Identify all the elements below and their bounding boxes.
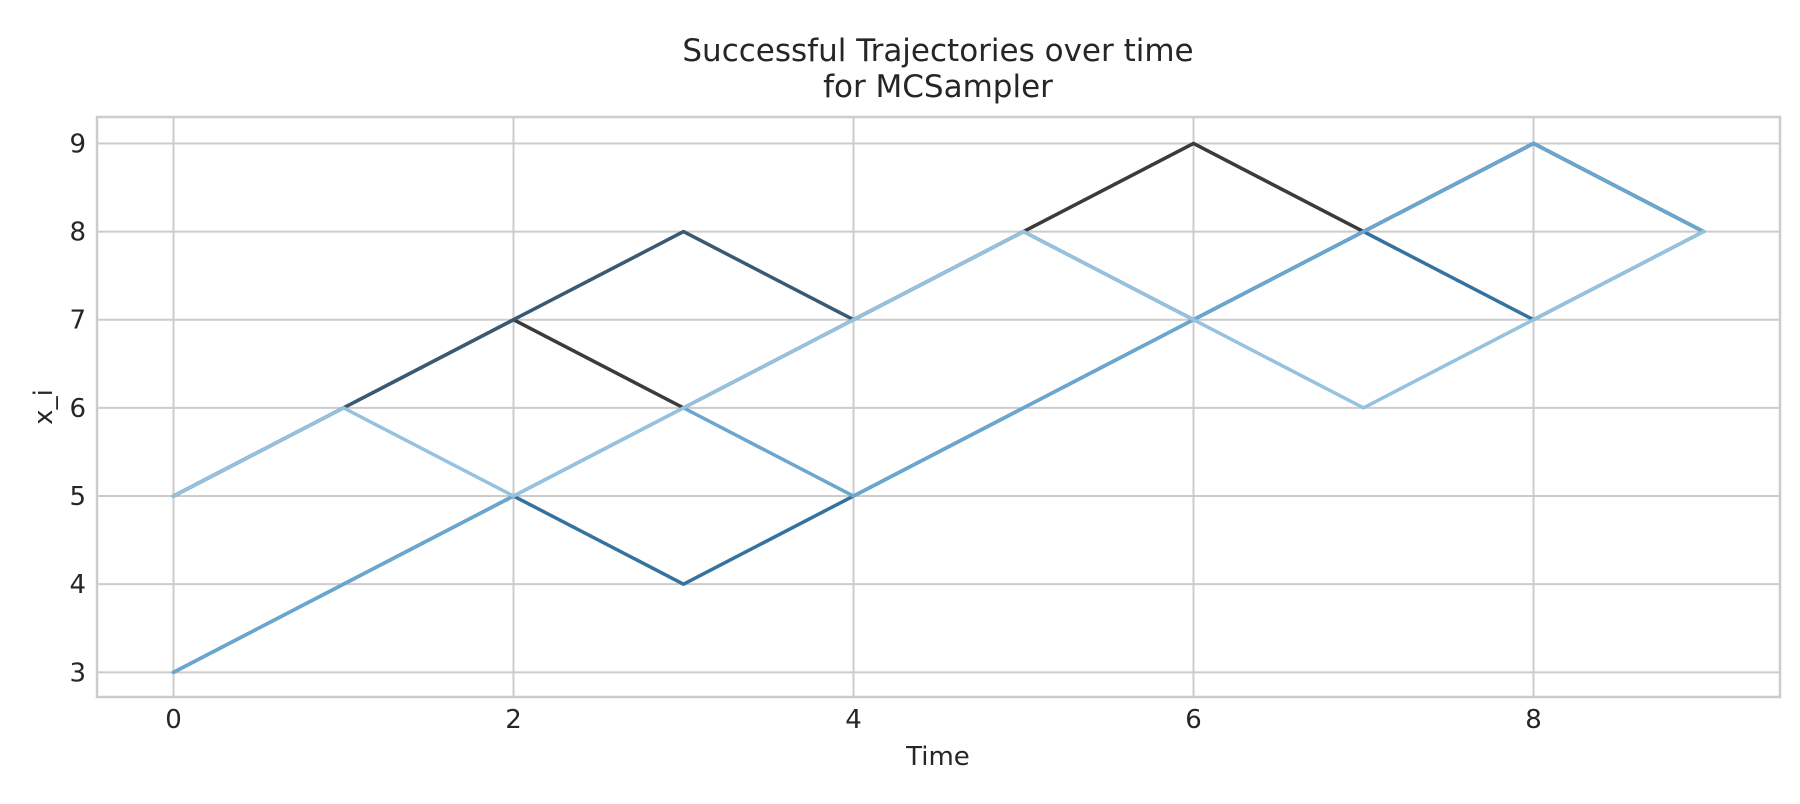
chart-title-line-2: for MCSampler xyxy=(823,69,1053,105)
plot-frame xyxy=(95,115,1782,699)
y-tick-label: 3 xyxy=(69,658,86,688)
series-layer xyxy=(171,141,1706,675)
x-tick-label: 2 xyxy=(505,705,522,735)
y-tick-label: 9 xyxy=(69,129,86,159)
y-axis-label: x_i xyxy=(29,389,59,425)
y-tick-label: 4 xyxy=(69,570,86,600)
series-line-4 xyxy=(171,141,1706,675)
x-axis-label: Time xyxy=(905,742,970,772)
chart-title-line-1: Successful Trajectories over time xyxy=(682,33,1193,69)
x-tick-label: 4 xyxy=(845,705,862,735)
y-tick-label: 7 xyxy=(69,306,86,336)
series-line-5 xyxy=(171,229,1706,498)
tick-layer: 0 2 4 6 8 3 4 5 6 7 8 9 xyxy=(69,129,1541,735)
y-tick-label: 6 xyxy=(69,394,86,424)
y-tick-label: 8 xyxy=(69,218,86,248)
y-tick-label: 5 xyxy=(69,482,86,512)
grid-layer xyxy=(97,117,1780,697)
x-tick-label: 6 xyxy=(1185,705,1202,735)
x-tick-label: 8 xyxy=(1525,705,1542,735)
x-tick-label: 0 xyxy=(165,705,182,735)
